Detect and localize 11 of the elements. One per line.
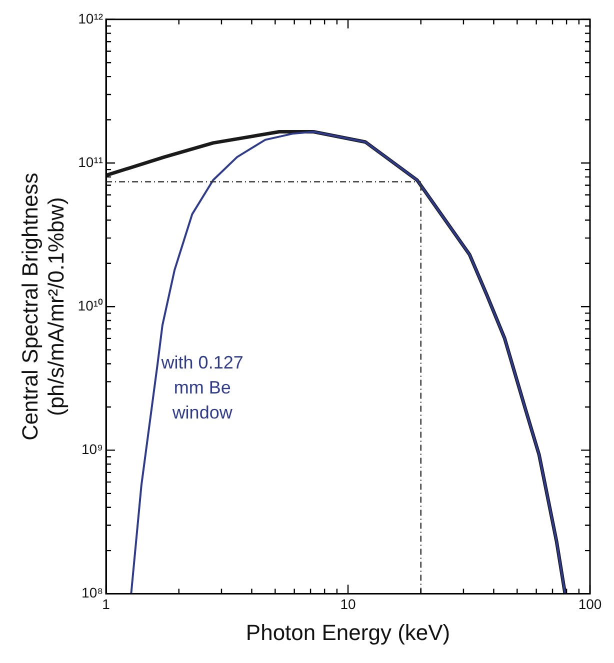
x-axis-title: Photon Energy (keV) — [246, 620, 450, 645]
x-tick-label: 100 — [578, 596, 602, 612]
x-tick-label: 10 — [340, 596, 356, 612]
annotation: with 0.127 mm Be window — [160, 352, 244, 423]
x-tick-label: 1 — [102, 596, 110, 612]
y-tick-label: 10¹² — [78, 10, 104, 26]
y-axis-title: Central Spectral Brightness (ph/s/mA/mr²/0.1%bw) — [17, 172, 69, 440]
y-tick-label: 10⁹ — [81, 441, 104, 458]
y-tick-label: 10¹⁰ — [78, 297, 104, 314]
y-tick-label: 10¹¹ — [78, 154, 104, 170]
y-tick-label: 10⁸ — [82, 584, 104, 601]
